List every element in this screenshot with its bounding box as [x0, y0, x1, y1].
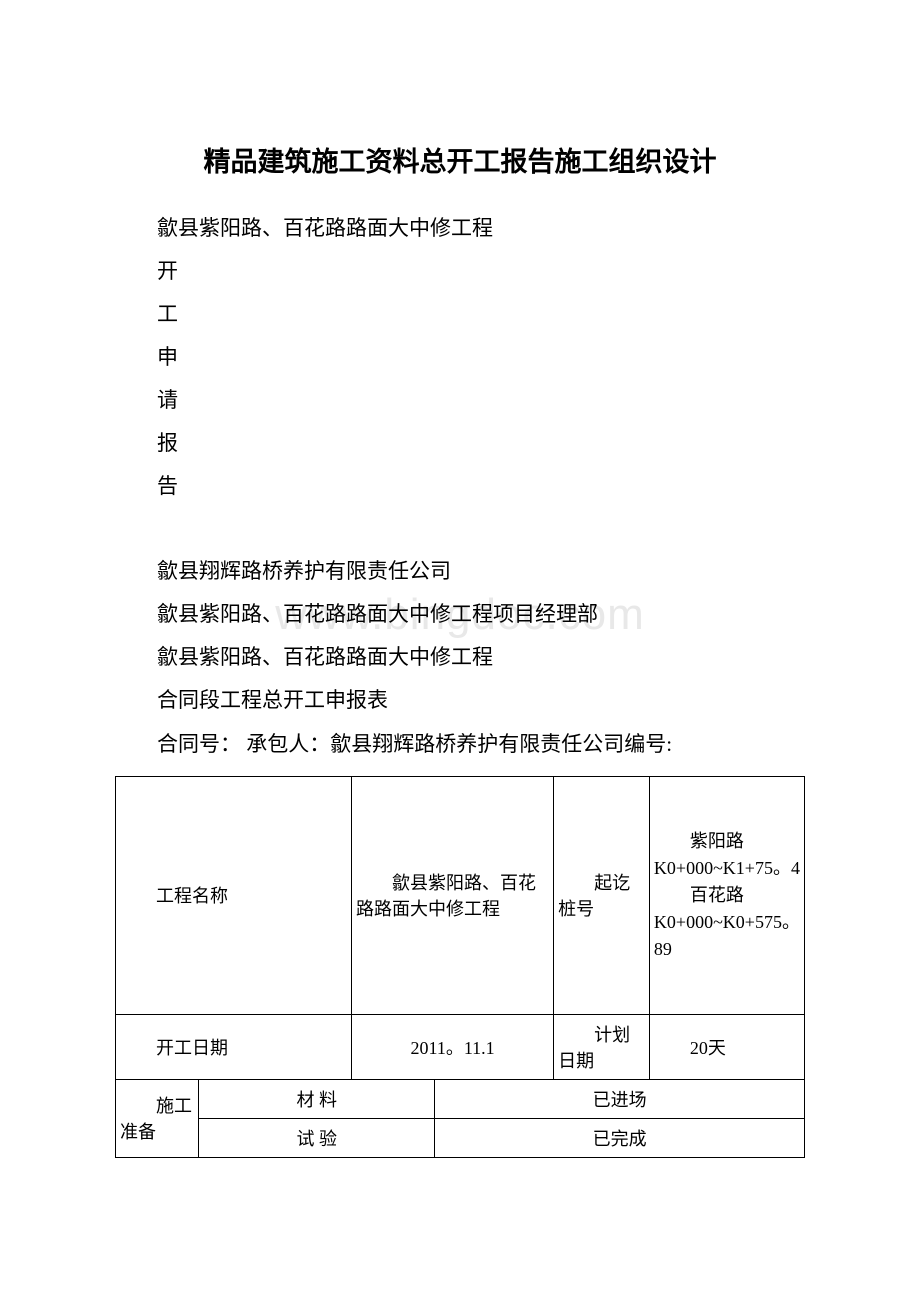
line-bao: 报: [115, 422, 805, 465]
line-shen: 申: [115, 336, 805, 379]
cell-test-value: 已完成: [435, 1118, 805, 1157]
cell-project-name-label: 工程名称: [116, 776, 352, 1014]
cell-material-label: 材 料: [199, 1079, 435, 1118]
document-title: 精品建筑施工资料总开工报告施工组织设计: [115, 140, 805, 179]
line-gong: 工: [115, 293, 805, 336]
cell-material-value: 已进场: [435, 1079, 805, 1118]
document-page: 精品建筑施工资料总开工报告施工组织设计 歙县紫阳路、百花路路面大中修工程 开 工…: [0, 0, 920, 1218]
cell-station-value: 紫阳路K0+000~K1+75。4 百花路K0+000~K0+575。89: [649, 776, 804, 1014]
cell-start-date-value: 2011。11.1: [352, 1014, 554, 1079]
line-dept: 歙县紫阳路、百花路路面大中修工程项目经理部: [115, 593, 805, 636]
line-project2: 歙县紫阳路、百花路路面大中修工程: [115, 636, 805, 679]
line-company: 歙县翔辉路桥养护有限责任公司: [115, 550, 805, 593]
table-row: 试 验 已完成: [116, 1118, 805, 1157]
cell-project-name-value: 歙县紫阳路、百花路路面大中修工程: [352, 776, 554, 1014]
line-gao: 告: [115, 465, 805, 508]
line-formtitle: 合同段工程总开工申报表: [115, 679, 805, 722]
blank-line: [115, 508, 805, 550]
table-row: 工程名称 歙县紫阳路、百花路路面大中修工程 起讫桩号 紫阳路K0+000~K1+…: [116, 776, 805, 1014]
document-body: 歙县紫阳路、百花路路面大中修工程 开 工 申 请 报 告 歙县翔辉路桥养护有限责…: [115, 207, 805, 766]
line-kai: 开: [115, 250, 805, 293]
cell-test-label: 试 验: [199, 1118, 435, 1157]
cell-start-date-label: 开工日期: [116, 1014, 352, 1079]
application-table: 工程名称 歙县紫阳路、百花路路面大中修工程 起讫桩号 紫阳路K0+000~K1+…: [115, 776, 805, 1158]
cell-station-label: 起讫桩号: [554, 776, 650, 1014]
table-row: 开工日期 2011。11.1 计划日期 20天: [116, 1014, 805, 1079]
line-project: 歙县紫阳路、百花路路面大中修工程: [115, 207, 805, 250]
cell-plan-date-value: 20天: [649, 1014, 804, 1079]
cell-prep-label: 施工准备: [116, 1079, 199, 1157]
table-row: 施工准备 材 料 已进场: [116, 1079, 805, 1118]
cell-plan-date-label: 计划日期: [554, 1014, 650, 1079]
line-qing: 请: [115, 379, 805, 422]
line-contract: 合同号： 承包人：歙县翔辉路桥养护有限责任公司编号:: [115, 723, 805, 766]
